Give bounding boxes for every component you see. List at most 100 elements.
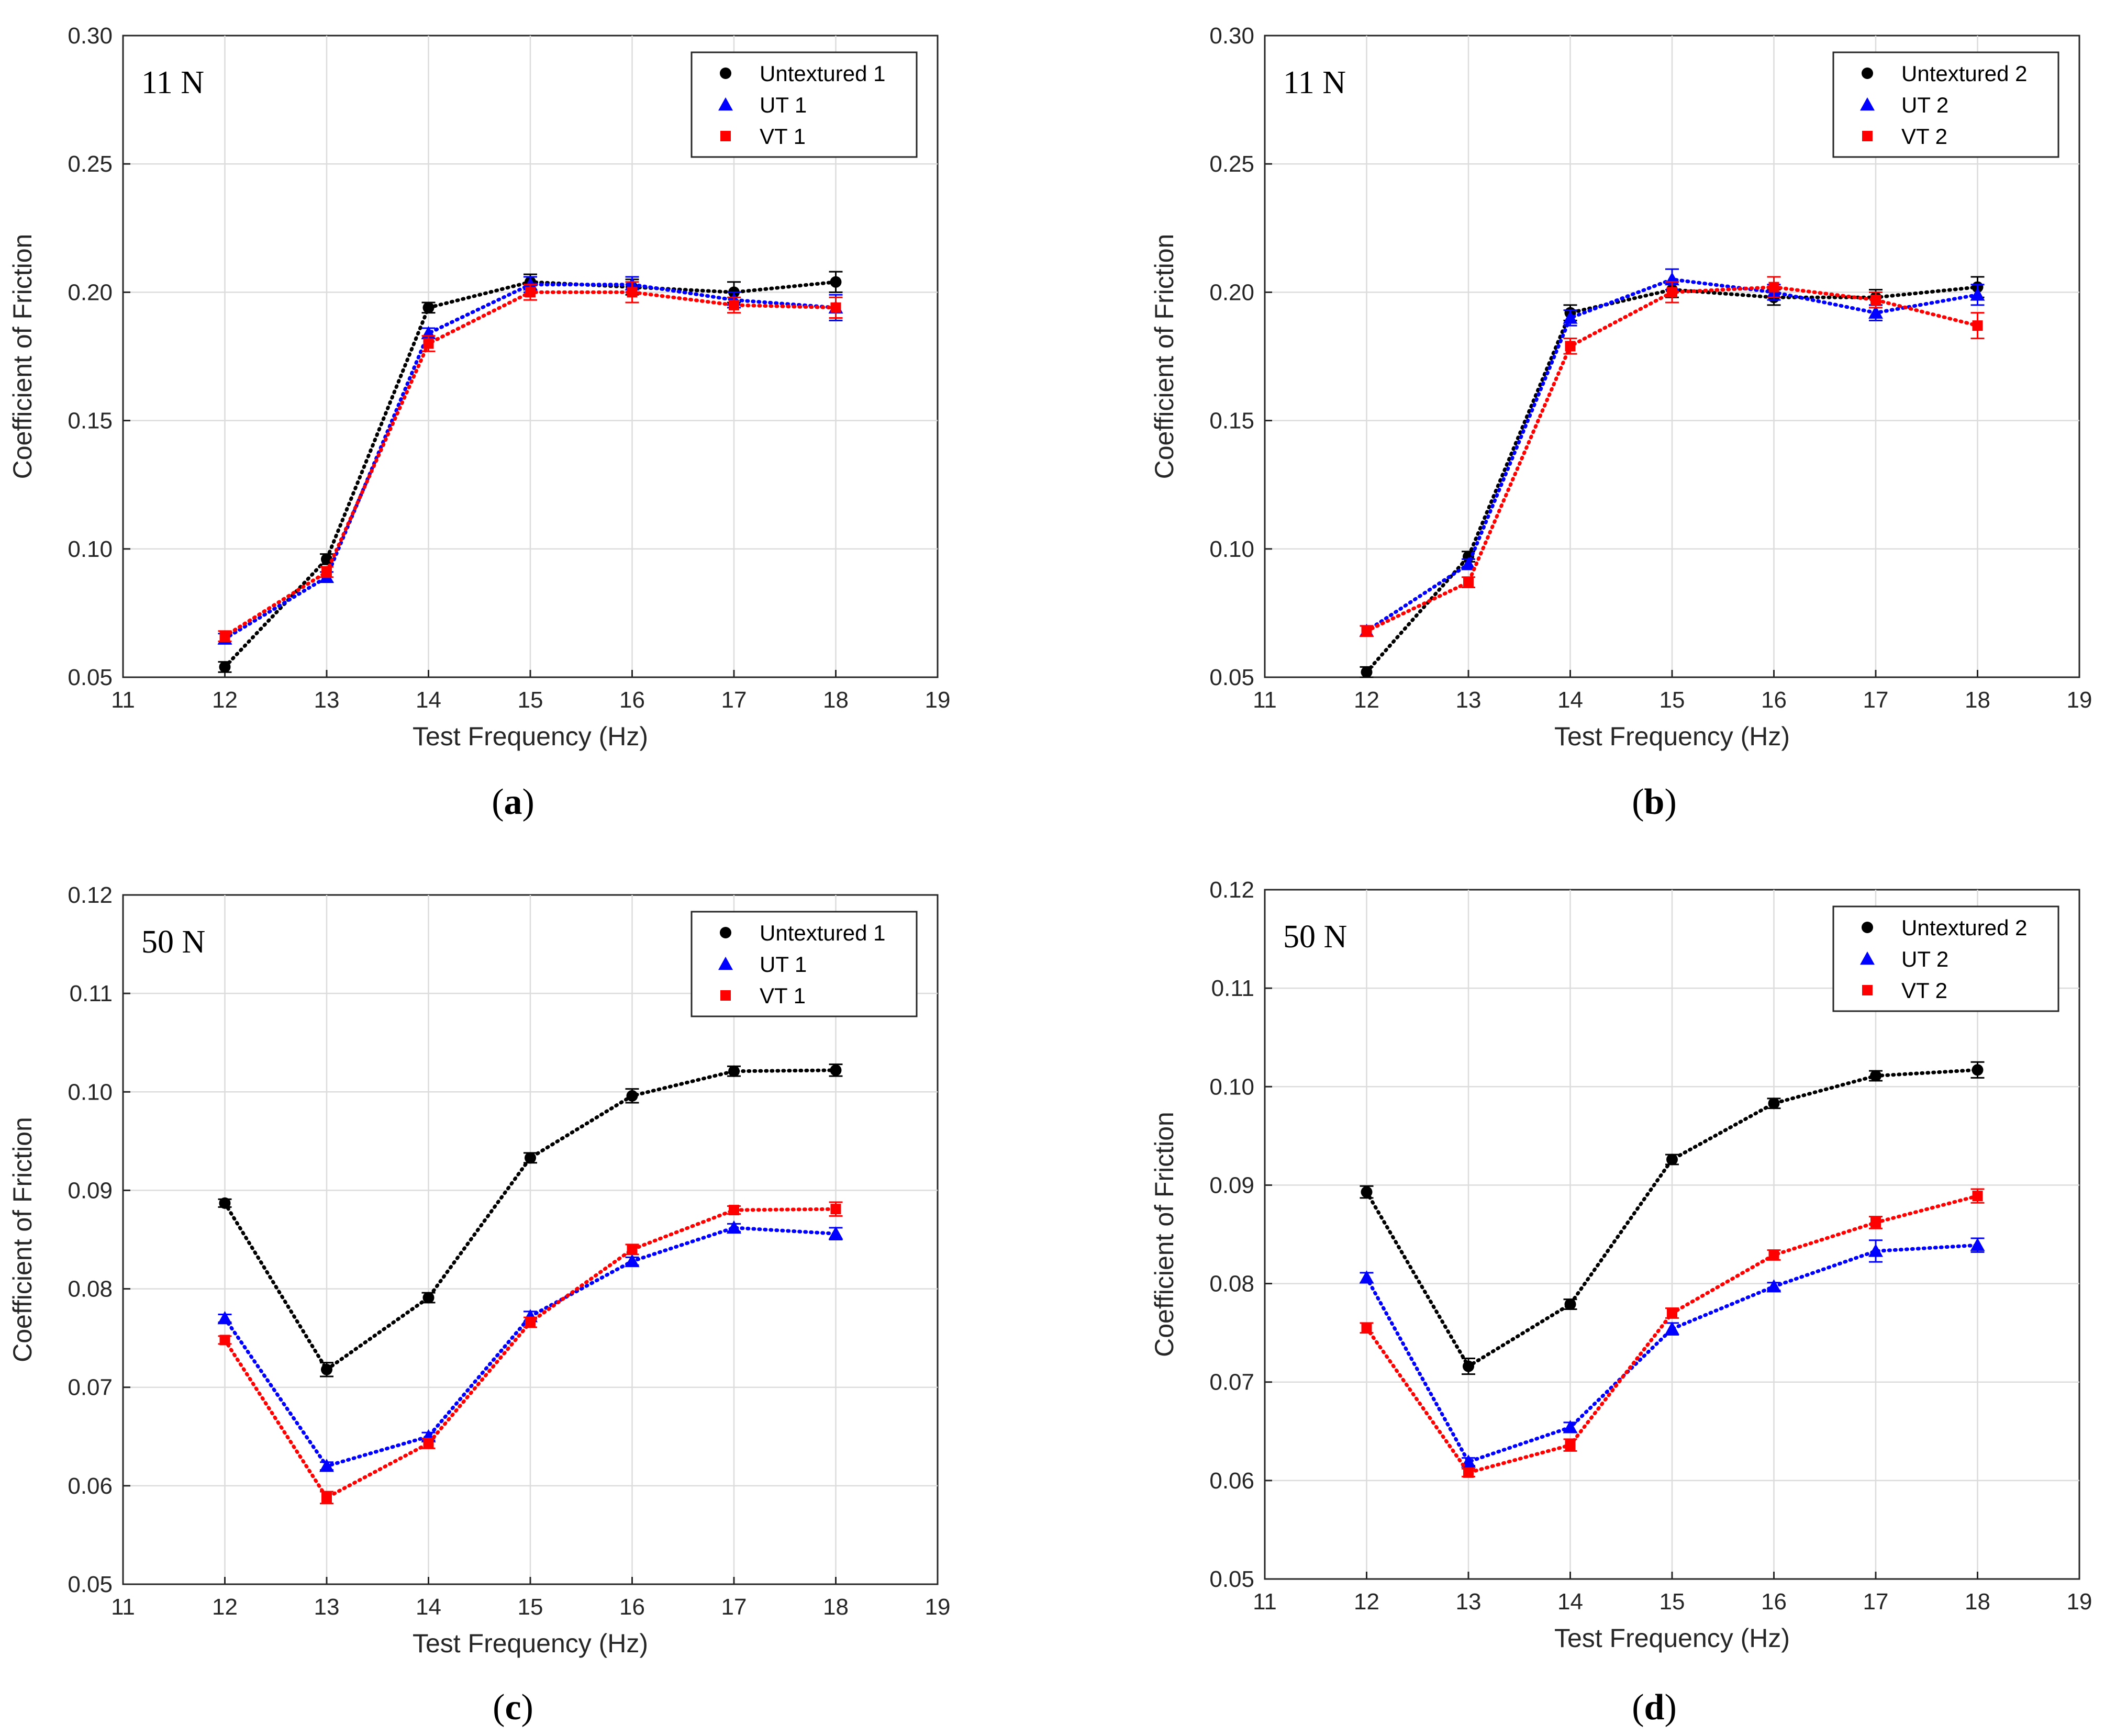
data-point bbox=[1361, 666, 1373, 678]
data-point bbox=[321, 566, 332, 577]
y-tick-label: 0.25 bbox=[1209, 151, 1254, 177]
x-axis-label: Test Frequency (Hz) bbox=[413, 722, 648, 751]
y-tick-label: 0.09 bbox=[1209, 1172, 1254, 1198]
panel-caption: (c) bbox=[493, 1687, 533, 1728]
legend-entry: UT 2 bbox=[1901, 93, 1948, 117]
x-tick-label: 16 bbox=[1761, 1589, 1787, 1615]
legend-marker bbox=[720, 990, 731, 1001]
legend-marker bbox=[1862, 68, 1873, 79]
legend-marker bbox=[1862, 922, 1873, 933]
data-point bbox=[1972, 1064, 1984, 1076]
data-point bbox=[1463, 1467, 1474, 1478]
y-tick-label: 0.05 bbox=[68, 1572, 113, 1597]
data-point bbox=[729, 299, 739, 310]
legend-entry: UT 1 bbox=[760, 93, 807, 117]
load-label: 11 N bbox=[1283, 65, 1346, 100]
data-point bbox=[830, 1064, 842, 1076]
data-point bbox=[830, 1204, 841, 1215]
data-point bbox=[627, 287, 638, 298]
x-tick-label: 14 bbox=[416, 1594, 441, 1620]
x-tick-label: 12 bbox=[212, 687, 238, 713]
data-point bbox=[1972, 1191, 1983, 1202]
x-tick-label: 18 bbox=[823, 687, 849, 713]
data-point bbox=[830, 302, 841, 313]
x-tick-label: 16 bbox=[619, 1594, 645, 1620]
legend-entry: Untextured 2 bbox=[1901, 61, 2027, 86]
x-tick-label: 16 bbox=[619, 687, 645, 713]
y-tick-label: 0.10 bbox=[1209, 536, 1254, 562]
x-tick-label: 15 bbox=[1660, 687, 1685, 713]
y-tick-label: 0.07 bbox=[68, 1375, 113, 1401]
data-point bbox=[1361, 625, 1372, 636]
x-tick-label: 12 bbox=[1354, 1589, 1379, 1615]
chart-panel-a: 11 12 13 14 15 16 17 18 19 0.05 0.10 0.15 0.20 0.25 0.… bbox=[8, 23, 950, 822]
x-tick-label: 18 bbox=[1965, 1589, 1990, 1615]
data-point bbox=[1361, 1323, 1372, 1334]
data-point bbox=[219, 1197, 231, 1209]
legend-marker bbox=[1862, 131, 1873, 141]
series-ut-2 bbox=[1359, 1237, 1985, 1468]
data-point bbox=[1665, 1321, 1679, 1335]
data-point bbox=[1868, 305, 1883, 319]
data-point bbox=[217, 1311, 232, 1325]
series-untextured-1 bbox=[218, 1063, 843, 1377]
y-axis-label: Coefficient of Friction bbox=[8, 1117, 37, 1362]
x-tick-label: 14 bbox=[416, 687, 441, 713]
x-tick-label: 13 bbox=[1456, 1589, 1482, 1615]
x-tick-label: 17 bbox=[721, 1594, 747, 1620]
data-point bbox=[319, 1459, 334, 1472]
y-axis-label: Coefficient of Friction bbox=[8, 234, 37, 479]
legend-marker bbox=[720, 131, 731, 141]
data-point bbox=[1870, 295, 1881, 306]
x-tick-label: 11 bbox=[111, 1594, 135, 1620]
data-point bbox=[321, 1492, 332, 1503]
data-point bbox=[423, 1438, 434, 1449]
data-point bbox=[525, 1152, 536, 1164]
x-tick-label: 12 bbox=[212, 1594, 238, 1620]
x-tick-label: 19 bbox=[925, 687, 951, 713]
chart-panel-b: 11 12 13 14 15 16 17 18 19 0.05 0.10 0.15 0.20 0.25 0.… bbox=[1150, 23, 2092, 822]
load-label: 50 N bbox=[1283, 919, 1347, 955]
x-tick-label: 18 bbox=[823, 1594, 849, 1620]
x-tick-label: 15 bbox=[518, 687, 543, 713]
data-point bbox=[728, 1065, 740, 1077]
legend-marker bbox=[1860, 951, 1875, 965]
data-point bbox=[626, 1090, 638, 1102]
data-point bbox=[727, 1220, 741, 1234]
x-tick-label: 14 bbox=[1557, 1589, 1583, 1615]
y-tick-label: 0.12 bbox=[68, 882, 113, 908]
chart-panel-c: 11 12 13 14 15 16 17 18 19 0.05 0.06 0.07 0.08 0.09 0.… bbox=[8, 882, 950, 1728]
x-tick-label: 11 bbox=[111, 687, 135, 713]
x-tick-label: 11 bbox=[1253, 687, 1277, 713]
data-point bbox=[1563, 1420, 1578, 1433]
y-tick-label: 0.15 bbox=[1209, 408, 1254, 434]
data-point bbox=[1463, 1360, 1474, 1372]
y-tick-label: 0.30 bbox=[1209, 23, 1254, 49]
legend: Untextured 1 UT 1 VT 1 bbox=[691, 911, 918, 1017]
legend: Untextured 2 UT 2 VT 2 bbox=[1832, 905, 2059, 1012]
y-tick-label: 0.25 bbox=[68, 151, 113, 177]
chart-panel-d: 11 12 13 14 15 16 17 18 19 0.05 0.06 0.07 0.08 0.09 0.… bbox=[1150, 877, 2092, 1728]
y-tick-label: 0.12 bbox=[1209, 877, 1254, 903]
y-tick-label: 0.11 bbox=[1211, 976, 1254, 1001]
y-tick-label: 0.15 bbox=[68, 408, 113, 434]
x-tick-label: 15 bbox=[518, 1594, 543, 1620]
panel-caption: (d) bbox=[1632, 1687, 1677, 1728]
y-tick-label: 0.10 bbox=[68, 1079, 113, 1105]
x-tick-label: 13 bbox=[314, 687, 340, 713]
y-tick-label: 0.10 bbox=[68, 536, 113, 562]
data-point bbox=[525, 1317, 536, 1328]
legend-marker bbox=[1860, 97, 1875, 111]
legend-marker bbox=[1862, 985, 1873, 995]
data-point bbox=[1361, 1186, 1373, 1198]
data-point bbox=[219, 1335, 230, 1346]
data-point bbox=[321, 553, 332, 565]
y-tick-label: 0.08 bbox=[1209, 1271, 1254, 1297]
x-axis-label: Test Frequency (Hz) bbox=[1554, 722, 1790, 751]
legend-marker bbox=[720, 927, 731, 938]
load-label: 50 N bbox=[141, 924, 205, 960]
x-tick-label: 13 bbox=[1456, 687, 1482, 713]
data-point bbox=[1563, 310, 1578, 324]
legend-entry: UT 1 bbox=[760, 952, 807, 977]
data-point bbox=[219, 631, 230, 642]
